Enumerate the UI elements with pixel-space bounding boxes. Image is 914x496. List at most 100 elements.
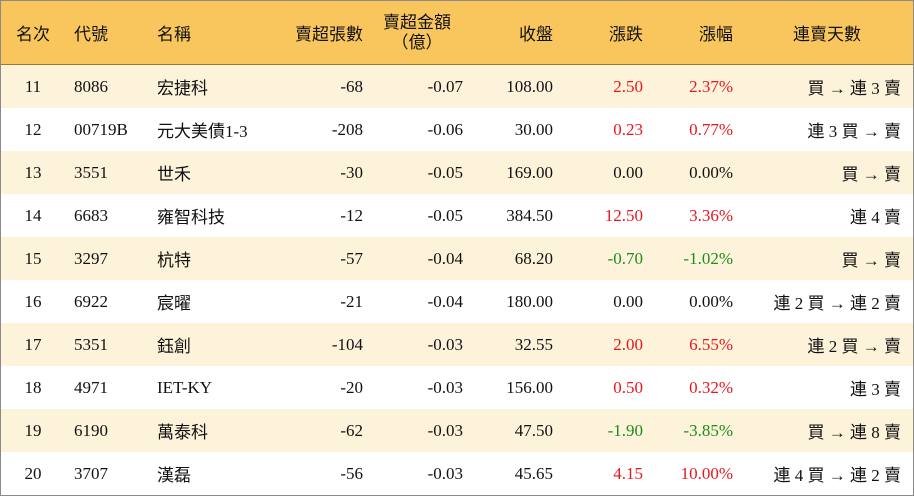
row-streak: 連 2 買 → 賣: [807, 337, 902, 356]
row-rank: 13: [24, 162, 42, 182]
row-close: 45.65: [514, 463, 553, 483]
row-change: 2.50: [613, 76, 643, 96]
row-change: 2.00: [613, 334, 643, 354]
row-amount: -0.03: [427, 377, 463, 397]
row-name: IET-KY: [157, 377, 213, 397]
header-change-pct: 漲幅: [699, 25, 733, 44]
row-rank: 15: [24, 248, 42, 268]
row-amount: -0.03: [427, 420, 463, 440]
row-amount: -0.04: [427, 248, 463, 268]
table-row: 13 3551 世禾 -30 -0.05 169.00 0.00 0.00% 買 → 賣: [1, 151, 913, 194]
row-volume: -62: [340, 420, 363, 440]
row-change: 12.50: [604, 205, 643, 225]
row-name: 世禾: [157, 165, 191, 184]
row-close: 30.00: [514, 119, 553, 139]
row-amount: -0.03: [427, 334, 463, 354]
row-streak: 買 → 賣: [841, 165, 902, 184]
row-streak: 連 3 買 → 賣: [807, 122, 902, 141]
header-amount-line2: （億）: [391, 32, 443, 52]
row-rank: 17: [24, 334, 42, 354]
header-amount: 賣超金額 （億）: [367, 1, 467, 64]
row-code: 6922: [74, 291, 108, 311]
row-amount: -0.07: [427, 76, 463, 96]
row-rank: 14: [24, 205, 42, 225]
header-code: 代號: [74, 25, 108, 44]
row-change-pct: 0.32%: [689, 377, 733, 397]
row-volume: -56: [340, 463, 363, 483]
row-name: 雍智科技: [157, 208, 225, 227]
row-volume: -12: [340, 205, 363, 225]
row-streak: 買 → 賣: [841, 251, 902, 270]
row-rank: 18: [24, 377, 42, 397]
row-streak: 連 4 賣: [850, 208, 901, 227]
row-close: 180.00: [506, 291, 553, 311]
row-name: 杭特: [157, 251, 191, 270]
table-row: 15 3297 杭特 -57 -0.04 68.20 -0.70 -1.02% 買 → 賣: [1, 237, 913, 280]
table-row: 12 00719B 元大美債1-3 -208 -0.06 30.00 0.23 0.77% 連 …: [1, 108, 913, 151]
row-name: 宸曜: [157, 294, 191, 313]
row-change-pct: 0.00%: [689, 291, 733, 311]
row-close: 68.20: [514, 248, 553, 268]
row-code: 4971: [74, 377, 108, 397]
row-change: 0.00: [613, 291, 643, 311]
row-close: 384.50: [506, 205, 553, 225]
row-close: 32.55: [514, 334, 553, 354]
row-amount: -0.05: [427, 205, 463, 225]
row-amount: -0.04: [427, 291, 463, 311]
table-row: 20 3707 漢磊 -56 -0.03 45.65 4.15 10.00% 連 4 買 → 連…: [1, 452, 913, 495]
row-code: 3551: [74, 162, 108, 182]
row-volume: -20: [340, 377, 363, 397]
row-volume: -208: [331, 119, 363, 139]
row-code: 6683: [74, 205, 108, 225]
row-rank: 16: [24, 291, 42, 311]
row-rank: 12: [24, 119, 42, 139]
header-name: 名稱: [157, 25, 191, 44]
table-row: 17 5351 鈺創 -104 -0.03 32.55 2.00 6.55% 連 2 買 → 賣: [1, 323, 913, 366]
table-row: 18 4971 IET-KY -20 -0.03 156.00 0.50 0.32% 連 3 賣: [1, 366, 913, 409]
row-volume: -30: [340, 162, 363, 182]
row-code: 6190: [74, 420, 108, 440]
table-header: 名次 代號 名稱 賣超張數 賣超金額 （億） 收盤 漲跌 漲幅 連賣天數: [1, 1, 913, 65]
row-volume: -68: [340, 76, 363, 96]
row-streak: 買 → 連 3 賣: [807, 79, 902, 98]
row-amount: -0.05: [427, 162, 463, 182]
row-amount: -0.06: [427, 119, 463, 139]
header-change: 漲跌: [609, 25, 643, 44]
header-streak: 連賣天數: [793, 25, 861, 44]
row-change: 0.50: [613, 377, 643, 397]
header-amount-line1: 賣超金額: [383, 12, 451, 32]
row-streak: 連 3 賣: [850, 380, 901, 399]
row-change: -0.70: [607, 248, 643, 268]
row-code: 5351: [74, 334, 108, 354]
row-change-pct: 6.55%: [689, 334, 733, 354]
row-volume: -21: [340, 291, 363, 311]
row-change: 4.15: [613, 463, 643, 483]
table-row: 11 8086 宏捷科 -68 -0.07 108.00 2.50 2.37% 買 → 連 3 …: [1, 65, 913, 108]
row-change-pct: -3.85%: [683, 420, 733, 440]
row-name: 漢磊: [157, 466, 191, 485]
table-row: 19 6190 萬泰科 -62 -0.03 47.50 -1.90 -3.85% 買 → 連 8…: [1, 409, 913, 452]
row-change: 0.00: [613, 162, 643, 182]
row-name: 元大美債1-3: [157, 122, 248, 141]
header-close: 收盤: [519, 25, 553, 44]
table-row: 16 6922 宸曜 -21 -0.04 180.00 0.00 0.00% 連 2 買 → 連…: [1, 280, 913, 323]
row-name: 鈺創: [157, 337, 191, 356]
row-streak: 買 → 連 8 賣: [807, 423, 902, 442]
row-change-pct: 3.36%: [689, 205, 733, 225]
row-volume: -104: [331, 334, 363, 354]
row-amount: -0.03: [427, 463, 463, 483]
row-rank: 20: [24, 463, 42, 483]
row-name: 萬泰科: [157, 423, 208, 442]
row-change-pct: 2.37%: [689, 76, 733, 96]
row-change-pct: -1.02%: [683, 248, 733, 268]
row-code: 3297: [74, 248, 108, 268]
row-close: 169.00: [506, 162, 553, 182]
row-code: 8086: [74, 76, 108, 96]
row-change-pct: 0.00%: [689, 162, 733, 182]
row-volume: -57: [340, 248, 363, 268]
table-row: 14 6683 雍智科技 -12 -0.05 384.50 12.50 3.36% 連 4 賣: [1, 194, 913, 237]
row-close: 108.00: [506, 76, 553, 96]
row-change: 0.23: [613, 119, 643, 139]
row-name: 宏捷科: [157, 79, 208, 98]
